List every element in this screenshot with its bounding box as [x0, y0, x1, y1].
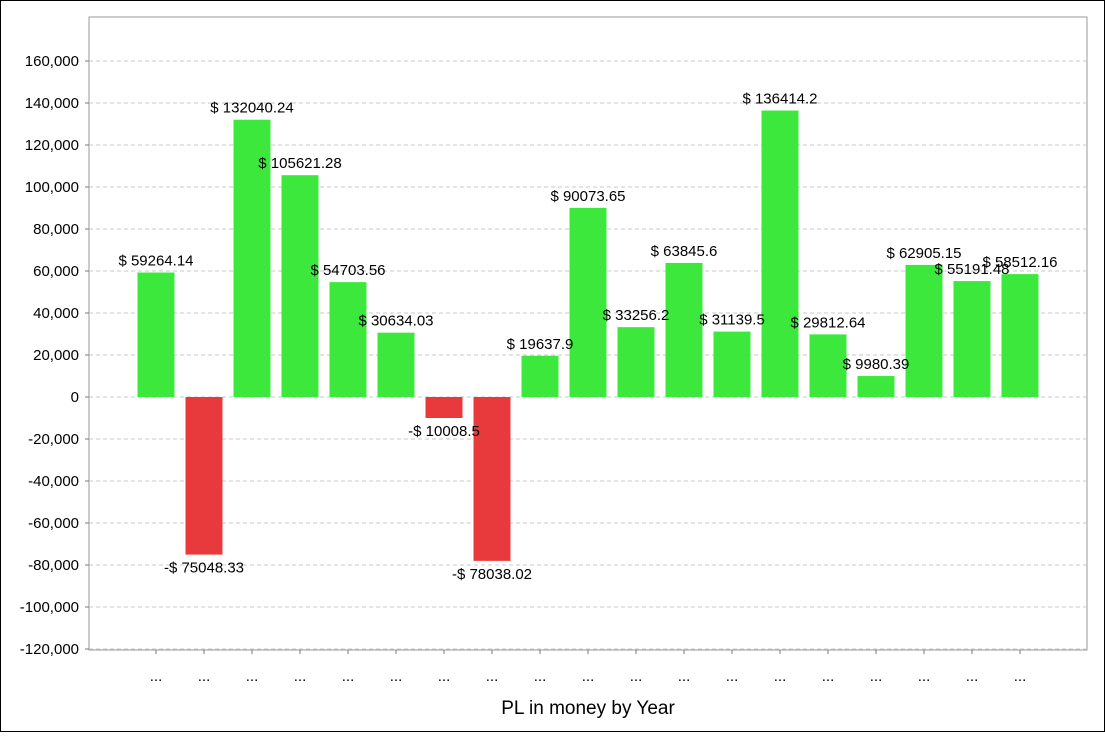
y-tick-label: 80,000	[33, 221, 79, 238]
data-label: $ 33256.2	[603, 307, 670, 324]
data-label: $ 31139.5	[699, 312, 765, 329]
x-category-label: ...	[486, 668, 499, 685]
x-category-label: ...	[822, 668, 835, 685]
bar[interactable]	[713, 331, 751, 397]
data-label: $ 105621.28	[258, 155, 341, 172]
bar[interactable]	[185, 397, 223, 555]
x-category-label: ...	[918, 668, 931, 685]
x-category-label: ...	[726, 668, 739, 685]
data-label: $ 19637.9	[507, 336, 574, 353]
x-category-label: ...	[246, 668, 259, 685]
data-label: -$ 75048.33	[164, 560, 244, 577]
x-category-label: ...	[534, 668, 547, 685]
bar[interactable]	[761, 110, 799, 397]
y-tick-label: 40,000	[33, 305, 79, 322]
y-tick-label: 140,000	[25, 95, 79, 112]
data-label: $ 90073.65	[550, 188, 625, 205]
x-category-label: ...	[1014, 668, 1027, 685]
x-category-label: ...	[342, 668, 355, 685]
bar[interactable]	[377, 332, 415, 397]
bar[interactable]	[809, 334, 847, 397]
y-tick-label: 60,000	[33, 263, 79, 280]
bars	[137, 110, 1039, 561]
x-category-label: ...	[390, 668, 403, 685]
y-tick-label: 0	[71, 389, 79, 406]
bar[interactable]	[281, 175, 319, 397]
x-category-label: ...	[582, 668, 595, 685]
bar[interactable]	[1001, 274, 1039, 397]
x-category-label: ...	[150, 668, 163, 685]
x-category-label: ...	[198, 668, 211, 685]
data-label: $ 54703.56	[310, 262, 385, 279]
data-label: $ 58512.16	[982, 254, 1057, 271]
y-tick-label: 20,000	[33, 347, 79, 364]
data-label: $ 59264.14	[118, 253, 193, 270]
bar[interactable]	[857, 376, 895, 397]
data-label: $ 29812.64	[790, 314, 865, 331]
x-category-label: ...	[630, 668, 643, 685]
bar[interactable]	[905, 264, 943, 397]
y-tick-label: -60,000	[28, 515, 79, 532]
bar[interactable]	[665, 262, 703, 397]
bar[interactable]	[521, 355, 559, 397]
bar[interactable]	[617, 327, 655, 397]
data-label: $ 9980.39	[843, 356, 910, 373]
data-label: -$ 78038.02	[452, 566, 532, 583]
x-axis-title: PL in money by Year	[501, 698, 675, 719]
x-axis-categories: ........................................…	[150, 650, 1027, 685]
x-category-label: ...	[294, 668, 307, 685]
y-tick-label: -80,000	[28, 557, 79, 574]
data-label: $ 63845.6	[651, 243, 718, 260]
x-category-label: ...	[678, 668, 691, 685]
bar[interactable]	[425, 397, 463, 419]
y-tick-label: -40,000	[28, 473, 79, 490]
data-label: $ 62905.15	[886, 245, 961, 262]
x-category-label: ...	[438, 668, 451, 685]
y-tick-label: -100,000	[20, 599, 79, 616]
y-axis-ticks: -120,000 -100,000 -80,000 -60,000 -40,000 -20…	[20, 53, 89, 658]
y-tick-label: 160,000	[25, 53, 79, 70]
y-tick-label: -120,000	[20, 641, 79, 658]
data-labels: $ 59264.14 -$ 75048.33 $ 132040.24 $ 105621…	[118, 91, 1057, 583]
bar[interactable]	[473, 397, 511, 561]
data-label: $ 136414.2	[742, 91, 817, 108]
y-tick-label: -20,000	[28, 431, 79, 448]
data-label: -$ 10008.5	[408, 423, 480, 440]
y-tick-label: 100,000	[25, 179, 79, 196]
x-category-label: ...	[774, 668, 787, 685]
bar[interactable]	[329, 282, 367, 397]
x-category-label: ...	[870, 668, 883, 685]
bar[interactable]	[953, 281, 991, 397]
bar[interactable]	[569, 207, 607, 397]
bar[interactable]	[137, 272, 175, 397]
data-label: $ 55191.48	[934, 261, 1009, 278]
y-tick-label: 120,000	[25, 137, 79, 154]
bar[interactable]	[233, 119, 271, 398]
data-label: $ 132040.24	[210, 100, 293, 117]
data-label: $ 30634.03	[358, 313, 433, 330]
x-category-label: ...	[966, 668, 979, 685]
